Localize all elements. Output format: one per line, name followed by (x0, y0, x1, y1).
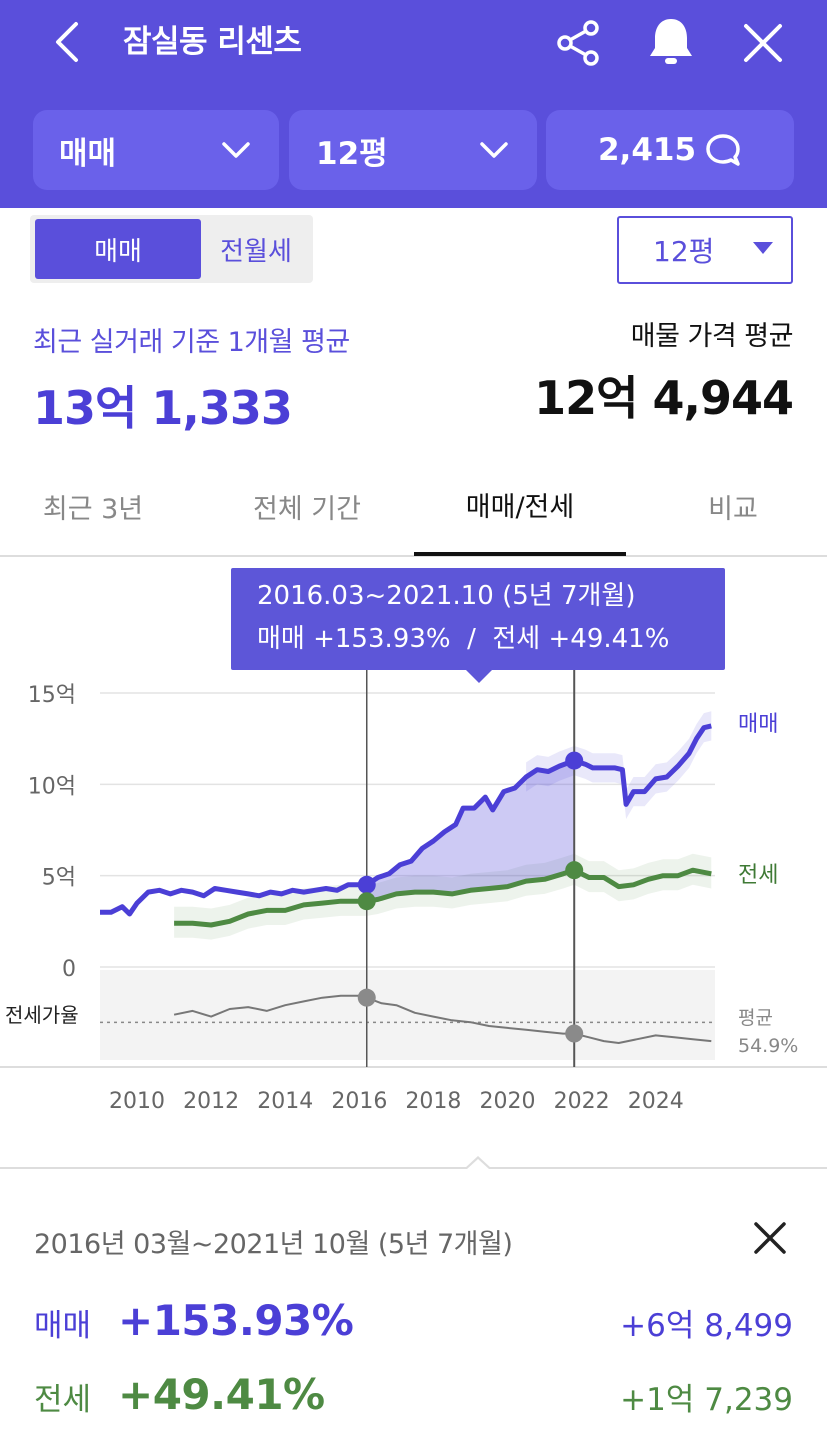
tab-recent-3y[interactable]: 최근 3년 (42, 493, 144, 525)
ratio-series-label: 전세가율 (5, 1003, 79, 1027)
size-dropdown[interactable]: 12평 (289, 110, 537, 190)
sale-series-label: 매매 (738, 712, 778, 737)
x-tick-label: 2022 (554, 1089, 610, 1114)
sale-change-label: 매매 (34, 1308, 92, 1344)
chevron-left-icon (56, 22, 78, 62)
ratio-average-value: 54.9% (738, 1035, 798, 1057)
y-tick-label: 5억 (42, 866, 76, 891)
close-icon (754, 1222, 786, 1254)
ratio-marker-end (565, 1024, 584, 1043)
tab-all-period[interactable]: 전체 기간 (253, 493, 361, 525)
x-tick-label: 2016 (331, 1089, 387, 1114)
x-tick-label: 2014 (257, 1089, 313, 1114)
sale-change-amount: +6억 8,499 (620, 1308, 793, 1344)
sale-marker-start (357, 875, 376, 894)
notification-button[interactable] (642, 12, 700, 70)
talk-button[interactable]: 2,415 (546, 110, 794, 190)
rent-change-label: 전세 (34, 1382, 92, 1418)
chevron-down-icon (480, 142, 508, 158)
toggle-rent[interactable]: 전월세 (220, 236, 292, 267)
range-tooltip: 2016.03~2021.10 (5년 7개월) 매매 +153.93% / 전… (231, 568, 725, 670)
size-select[interactable]: 12평 (617, 216, 793, 284)
x-tick-label: 2020 (480, 1089, 536, 1114)
panel-close-button[interactable] (742, 1210, 798, 1266)
talk-count: 2,415 (597, 132, 697, 168)
price-chart[interactable]: 15억 10억 5억 0 2010 2012 2014 2016 2018 2020 2022 202… (0, 557, 827, 1167)
recent-price-label: 최근 실거래 기준 1개월 평균 (33, 327, 350, 358)
app-header: 잠실동 리센츠 매매 12평 2,415 (0, 0, 827, 208)
sale-change-percent: +153.93% (118, 1296, 354, 1345)
rent-marker-start (357, 892, 376, 911)
selected-period: 2016년 03월~2021년 10월 (5년 7개월) (34, 1229, 513, 1260)
share-button[interactable] (550, 14, 608, 72)
chat-bubble-icon (706, 134, 740, 166)
toggle-sale[interactable]: 매매 (35, 219, 201, 279)
x-tick-label: 2012 (183, 1089, 239, 1114)
y-tick-label: 15억 (28, 683, 76, 708)
panel-notch-inner (467, 1159, 489, 1169)
tooltip-arrow (465, 669, 493, 683)
trade-type-value: 매매 (59, 135, 117, 172)
sale-series-line (100, 723, 712, 917)
chevron-down-icon (222, 142, 250, 158)
ratio-average-label: 평균 (738, 1007, 773, 1029)
close-icon (744, 24, 782, 62)
tab-compare[interactable]: 비교 (708, 493, 758, 525)
rent-change-amount: +1억 7,239 (620, 1382, 793, 1418)
y-tick-label: 10억 (28, 774, 76, 799)
trade-toggle: 매매 전월세 (30, 215, 313, 283)
sale-range-band (526, 711, 712, 819)
rent-marker-end (565, 861, 584, 880)
listing-price-label: 매물 가격 평균 (630, 321, 794, 352)
x-tick-label: 2018 (405, 1089, 461, 1114)
x-tick-label: 2024 (628, 1089, 684, 1114)
share-icon (557, 20, 599, 66)
bell-icon (650, 19, 692, 64)
rent-series-line (174, 867, 712, 928)
panel-divider (0, 1167, 827, 1169)
ratio-series-line (173, 994, 712, 1044)
rent-change-percent: +49.41% (118, 1370, 325, 1419)
rent-series-label: 전세 (738, 863, 778, 888)
listing-price-value: 12억 4,944 (534, 371, 794, 425)
tooltip-rates: 매매 +153.93% / 전세 +49.41% (257, 624, 670, 654)
ratio-band-bg (100, 970, 715, 1060)
page-title: 잠실동 리센츠 (123, 24, 302, 60)
tooltip-range: 2016.03~2021.10 (5년 7개월) (257, 581, 636, 611)
size-value: 12평 (316, 135, 388, 172)
trade-type-dropdown[interactable]: 매매 (33, 110, 279, 190)
recent-price-value: 13억 1,333 (33, 381, 293, 435)
caret-down-icon (753, 242, 773, 254)
size-select-value: 12평 (653, 235, 715, 268)
y-tick-label: 0 (62, 957, 76, 982)
selection-fill (366, 760, 575, 902)
ratio-marker-start (357, 988, 376, 1007)
x-tick-label: 2010 (109, 1089, 165, 1114)
back-button[interactable] (38, 14, 94, 70)
close-button[interactable] (734, 14, 792, 72)
tab-sale-rent[interactable]: 매매/전세 (414, 456, 626, 556)
period-tabs: 최근 3년 전체 기간 매매/전세 비교 (0, 456, 827, 557)
sale-marker-end (565, 751, 584, 770)
